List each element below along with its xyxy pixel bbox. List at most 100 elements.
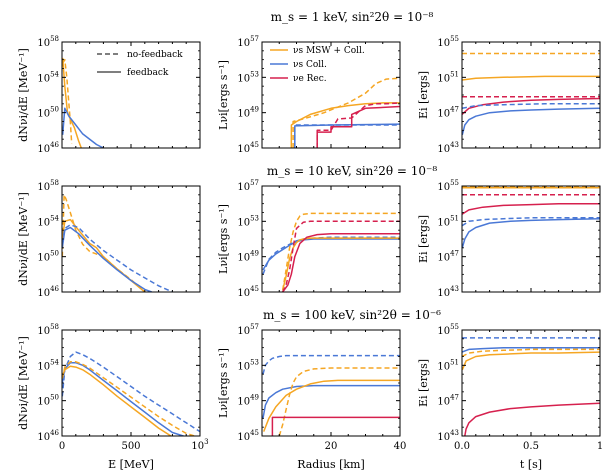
- y-tick-label: 1053: [237, 214, 259, 228]
- series-line-orange-dashed: [462, 348, 600, 358]
- y-axis-label: dNνi/dE [MeV⁻¹]: [17, 192, 30, 286]
- series-line-orange-dashed: [62, 58, 73, 144]
- y-tick-label: 1055: [437, 35, 459, 49]
- series-line-blue-solid: [62, 107, 104, 148]
- y-tick-label: 1053: [237, 70, 259, 84]
- series-line-orange-dashed: [292, 77, 400, 148]
- y-tick-label: 1057: [237, 35, 259, 49]
- y-tick-label: 1046: [37, 285, 59, 299]
- y-axis-label: Ei [ergs]: [417, 215, 430, 263]
- series-line-blue-dashed: [294, 124, 400, 148]
- y-tick-label: 1058: [37, 35, 59, 49]
- chart-panel-r2-c3: 1043 1047 1051 1055 Ei [ergs]: [417, 179, 601, 299]
- y-axis-label: Lνi[ergs s⁻¹]: [217, 348, 230, 418]
- y-tick-label: 1050: [37, 250, 59, 264]
- axes-frame: [461, 185, 601, 293]
- series-line-red-solid: [462, 202, 600, 215]
- x-axis-label: E [MeV]: [108, 458, 154, 471]
- series-group: [462, 52, 600, 135]
- legends: no-feedback feedback νs MSW + Coll. νs Coll…: [97, 46, 365, 84]
- y-tick-label: 1047: [437, 106, 459, 120]
- y-tick-label: 1046: [37, 429, 59, 443]
- y-tick-label: 1057: [237, 323, 259, 337]
- y-tick-label: 1051: [437, 214, 459, 228]
- series-group: [290, 77, 400, 148]
- y-axis-label: Lνi[ergs s⁻¹]: [217, 204, 230, 274]
- row-titles: m_s = 1 keV, sin²2θ = 10⁻⁸ m_s = 10 keV,…: [263, 10, 441, 322]
- x-tick-label: 500: [121, 441, 140, 452]
- y-tick-label: 1054: [37, 70, 59, 84]
- y-axis-label: dNνi/dE [MeV⁻¹]: [17, 48, 30, 142]
- series-line-blue-dashed: [262, 236, 400, 275]
- axes-frame: [61, 329, 201, 437]
- y-tick-label: 1054: [37, 214, 59, 228]
- series-line-orange-solid: [281, 237, 400, 291]
- x-tick-label: 1: [597, 441, 603, 452]
- series-line-blue-solid: [462, 107, 600, 135]
- series-line-blue-dashed: [262, 354, 400, 375]
- series-line-blue-solid: [462, 346, 600, 353]
- series-line-orange-solid: [462, 75, 600, 81]
- series-line-orange-dashed: [278, 367, 400, 436]
- chart-panel-r1-c3: 1043 1047 1051 1055 Ei [ergs]: [417, 35, 601, 155]
- chart-panel-r3-c2: 1045 1049 1053 1057 20 40 Lνi[ergs s⁻¹] Radius …: [217, 323, 406, 471]
- series-line-red-solid: [316, 105, 400, 148]
- x-tick-label: 0.0: [454, 441, 470, 452]
- axes-frame: [461, 329, 601, 437]
- series-line-blue-solid: [462, 217, 600, 249]
- series-group: [462, 337, 600, 436]
- row-title-3: m_s = 100 keV, sin²2θ = 10⁻⁶: [263, 308, 441, 322]
- y-tick-label: 1051: [437, 70, 459, 84]
- y-tick-label: 1043: [437, 141, 459, 155]
- chart-panel-r2-c1: 1046 1050 1054 1058 dNνi/dE [MeV⁻¹]: [17, 179, 201, 299]
- y-axis-label: Ei [ergs]: [417, 359, 430, 407]
- series-line-blue-solid: [262, 384, 400, 419]
- series-line-blue-dashed: [462, 103, 600, 110]
- y-tick-label: 1045: [237, 285, 259, 299]
- series-line-blue-dashed: [62, 351, 200, 433]
- series-line-orange-solid: [62, 365, 173, 436]
- y-tick-label: 1050: [37, 394, 59, 408]
- legend-label-2: νe Rec.: [293, 74, 327, 84]
- y-tick-label: 1049: [237, 250, 259, 264]
- y-tick-label: 1051: [437, 358, 459, 372]
- legend-style: no-feedback feedback: [97, 50, 183, 78]
- series-group: [462, 186, 600, 249]
- series-group: [262, 212, 400, 292]
- y-tick-label: 1058: [37, 179, 59, 193]
- series-line-blue-solid: [62, 361, 186, 436]
- legend-label-1: νs Coll.: [293, 60, 327, 70]
- y-tick-label: 1047: [437, 250, 459, 264]
- chart-panel-r3-c1: 1046 1050 1054 1058 0 500 103 dNνi/dE [MeV⁻¹] E …: [17, 323, 209, 471]
- y-tick-label: 1045: [237, 141, 259, 155]
- series-line-blue-solid: [262, 238, 400, 271]
- series-line-blue-dashed: [62, 224, 173, 292]
- series-group: [262, 354, 400, 436]
- y-tick-label: 1047: [437, 394, 459, 408]
- y-tick-label: 1045: [237, 429, 259, 443]
- legend-species: νs MSW + Coll. νs Coll. νe Rec.: [270, 46, 365, 84]
- panels: 1046 1050 1054 1058 dNνi/dE [MeV⁻¹] 1045 1049 1…: [17, 35, 603, 471]
- series-line-blue-solid: [62, 226, 152, 292]
- series-line-orange-dashed: [62, 361, 197, 436]
- series-group: [62, 194, 173, 292]
- series-group: [62, 351, 200, 436]
- x-tick-label: 40: [394, 441, 407, 452]
- axes-frame: [461, 41, 601, 149]
- y-tick-label: 1049: [237, 106, 259, 120]
- chart-panel-r2-c2: 1045 1049 1053 1057 Lνi[ergs s⁻¹]: [217, 179, 401, 299]
- series-line-red-solid: [282, 232, 400, 292]
- y-axis-label: Ei [ergs]: [417, 71, 430, 119]
- x-axis-label: t [s]: [520, 458, 542, 471]
- y-tick-label: 1043: [437, 285, 459, 299]
- y-tick-label: 1050: [37, 106, 59, 120]
- x-tick-label: 0: [59, 441, 65, 452]
- legend-label-dashed: no-feedback: [127, 50, 183, 60]
- series-line-orange-dashed: [281, 212, 400, 291]
- series-line-orange-solid: [263, 379, 400, 432]
- series-line-red-solid: [464, 402, 600, 436]
- y-tick-label: 1046: [37, 141, 59, 155]
- legend-label-0: νs MSW + Coll.: [293, 46, 365, 56]
